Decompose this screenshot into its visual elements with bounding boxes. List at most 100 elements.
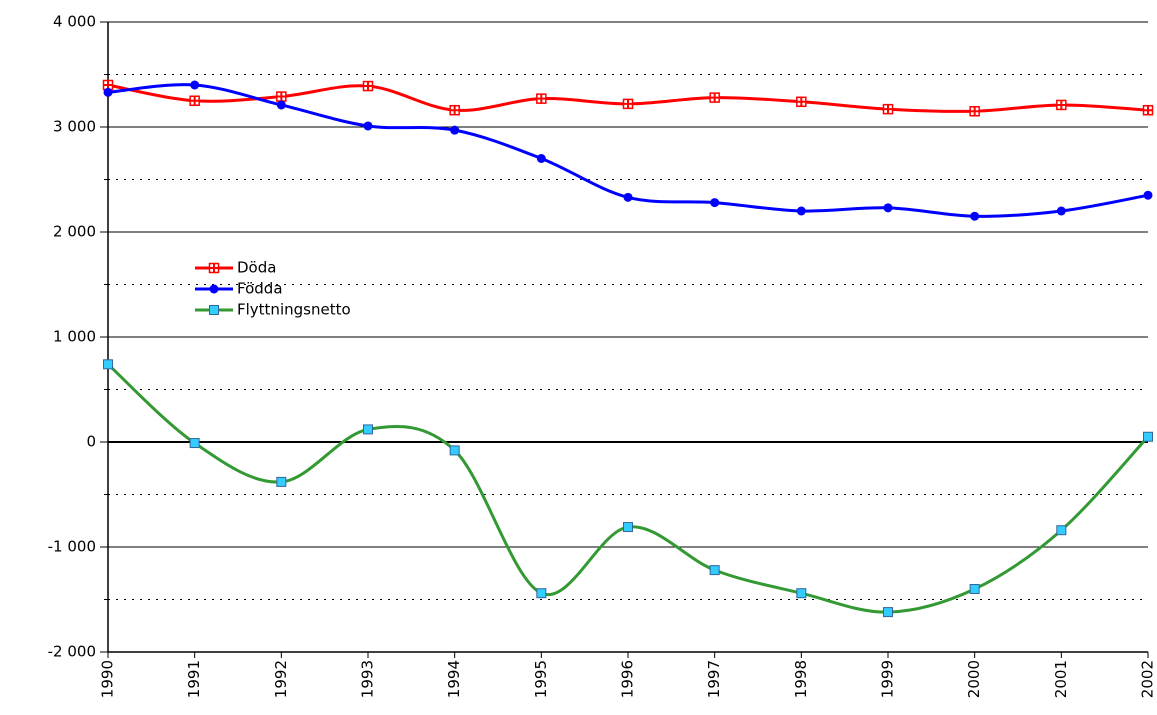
data-point bbox=[622, 98, 634, 110]
y-tick-label: -2 000 bbox=[48, 643, 96, 661]
x-tick-label: 1995 bbox=[532, 660, 550, 698]
marker-shape bbox=[536, 94, 546, 104]
data-point bbox=[1142, 104, 1154, 116]
data-point bbox=[103, 87, 113, 97]
data-point bbox=[450, 125, 460, 135]
marker-shape bbox=[363, 121, 373, 131]
marker-shape bbox=[970, 106, 980, 116]
y-tick-label: -1 000 bbox=[48, 538, 96, 556]
marker-shape bbox=[209, 284, 219, 294]
y-tick-label: 2 000 bbox=[53, 223, 96, 241]
marker-shape bbox=[276, 476, 287, 487]
marker-shape bbox=[450, 105, 460, 115]
marker-shape bbox=[710, 198, 720, 208]
data-point bbox=[796, 96, 807, 108]
y-tick-label: 3 000 bbox=[53, 118, 96, 136]
data-point bbox=[1143, 431, 1153, 442]
y-tick-label: 0 bbox=[86, 433, 96, 451]
x-tick-label: 1998 bbox=[792, 660, 810, 698]
marker-shape bbox=[883, 203, 893, 213]
marker-shape bbox=[190, 80, 200, 90]
x-tick-label: 1996 bbox=[619, 660, 637, 698]
data-point bbox=[710, 198, 720, 208]
marker-shape bbox=[796, 206, 806, 216]
marker-shape bbox=[276, 92, 286, 102]
legend-marker bbox=[209, 305, 219, 315]
x-tick-label: 1994 bbox=[445, 660, 463, 698]
data-point bbox=[1056, 99, 1067, 111]
marker-shape bbox=[189, 438, 200, 449]
x-tick-label: 2001 bbox=[1052, 660, 1070, 698]
marker-shape bbox=[1143, 190, 1153, 200]
data-point bbox=[189, 95, 200, 106]
data-point bbox=[882, 103, 894, 115]
data-point bbox=[190, 80, 200, 90]
data-point bbox=[796, 588, 807, 599]
x-tick-label: 1991 bbox=[185, 660, 203, 698]
data-point bbox=[536, 154, 546, 163]
legend: Döda Födda Flyttningsnetto bbox=[195, 259, 351, 319]
data-point bbox=[883, 607, 893, 618]
marker-shape bbox=[883, 607, 893, 618]
marker-shape bbox=[709, 565, 720, 576]
data-point bbox=[883, 203, 893, 213]
data-point bbox=[189, 438, 200, 449]
data-point bbox=[276, 100, 286, 110]
data-point bbox=[449, 104, 460, 116]
data-point bbox=[536, 588, 547, 599]
marker-shape bbox=[363, 81, 373, 91]
x-tick-label: 1999 bbox=[879, 660, 897, 698]
marker-shape bbox=[209, 263, 219, 273]
marker-shape bbox=[969, 584, 980, 594]
legend-label: Döda bbox=[237, 259, 276, 277]
marker-shape bbox=[363, 424, 373, 435]
marker-shape bbox=[1143, 105, 1153, 115]
legend-marker bbox=[208, 262, 220, 274]
x-tick-label: 1997 bbox=[705, 660, 723, 698]
data-point bbox=[536, 93, 547, 104]
data-point bbox=[969, 106, 980, 117]
marker-shape bbox=[449, 445, 460, 456]
data-point bbox=[623, 192, 633, 202]
series-line bbox=[106, 363, 1150, 614]
x-tick-label: 1990 bbox=[99, 660, 117, 698]
marker-shape bbox=[710, 93, 720, 103]
data-point bbox=[796, 206, 806, 216]
marker-shape bbox=[1056, 100, 1066, 110]
data-point bbox=[969, 584, 980, 594]
y-tick-label: 1 000 bbox=[53, 328, 96, 346]
marker-shape bbox=[1056, 525, 1067, 536]
data-point bbox=[709, 565, 720, 576]
marker-shape bbox=[1056, 206, 1066, 216]
data-point bbox=[1056, 206, 1066, 216]
legend-marker bbox=[209, 284, 219, 294]
marker-shape bbox=[796, 588, 807, 599]
marker-shape bbox=[623, 99, 633, 109]
data-point bbox=[276, 91, 287, 102]
marker-shape bbox=[796, 97, 806, 107]
marker-shape bbox=[970, 211, 980, 221]
marker-shape bbox=[450, 125, 460, 135]
marker-shape bbox=[883, 104, 893, 114]
x-tick-label: 2002 bbox=[1139, 660, 1157, 698]
x-tick-label: 1993 bbox=[359, 660, 377, 698]
data-point bbox=[970, 211, 980, 221]
data-point bbox=[276, 476, 287, 487]
y-tick-label: 4 000 bbox=[53, 13, 96, 31]
marker-shape bbox=[103, 359, 113, 370]
data-point bbox=[362, 80, 374, 92]
marker-shape bbox=[623, 192, 633, 202]
x-tick-label: 2000 bbox=[965, 660, 983, 698]
marker-shape bbox=[536, 588, 547, 599]
marker-shape bbox=[623, 522, 633, 533]
marker-shape bbox=[209, 305, 219, 315]
legend-label: Flyttningsnetto bbox=[237, 301, 351, 319]
marker-shape bbox=[276, 100, 286, 110]
data-point bbox=[449, 445, 460, 456]
marker-shape bbox=[536, 154, 546, 163]
data-point bbox=[1056, 525, 1067, 536]
marker-shape bbox=[190, 96, 200, 106]
data-point bbox=[1143, 190, 1153, 200]
data-point bbox=[103, 359, 113, 370]
